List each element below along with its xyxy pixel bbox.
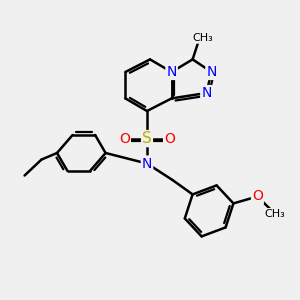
- Text: CH₃: CH₃: [265, 209, 286, 219]
- Text: N: N: [167, 65, 177, 79]
- Text: S: S: [142, 131, 152, 146]
- Text: N: N: [142, 157, 152, 170]
- Text: O: O: [164, 132, 175, 145]
- Text: O: O: [252, 190, 263, 203]
- Text: O: O: [119, 132, 130, 145]
- Text: CH₃: CH₃: [193, 33, 214, 43]
- Text: N: N: [206, 65, 217, 79]
- Text: N: N: [201, 86, 212, 100]
